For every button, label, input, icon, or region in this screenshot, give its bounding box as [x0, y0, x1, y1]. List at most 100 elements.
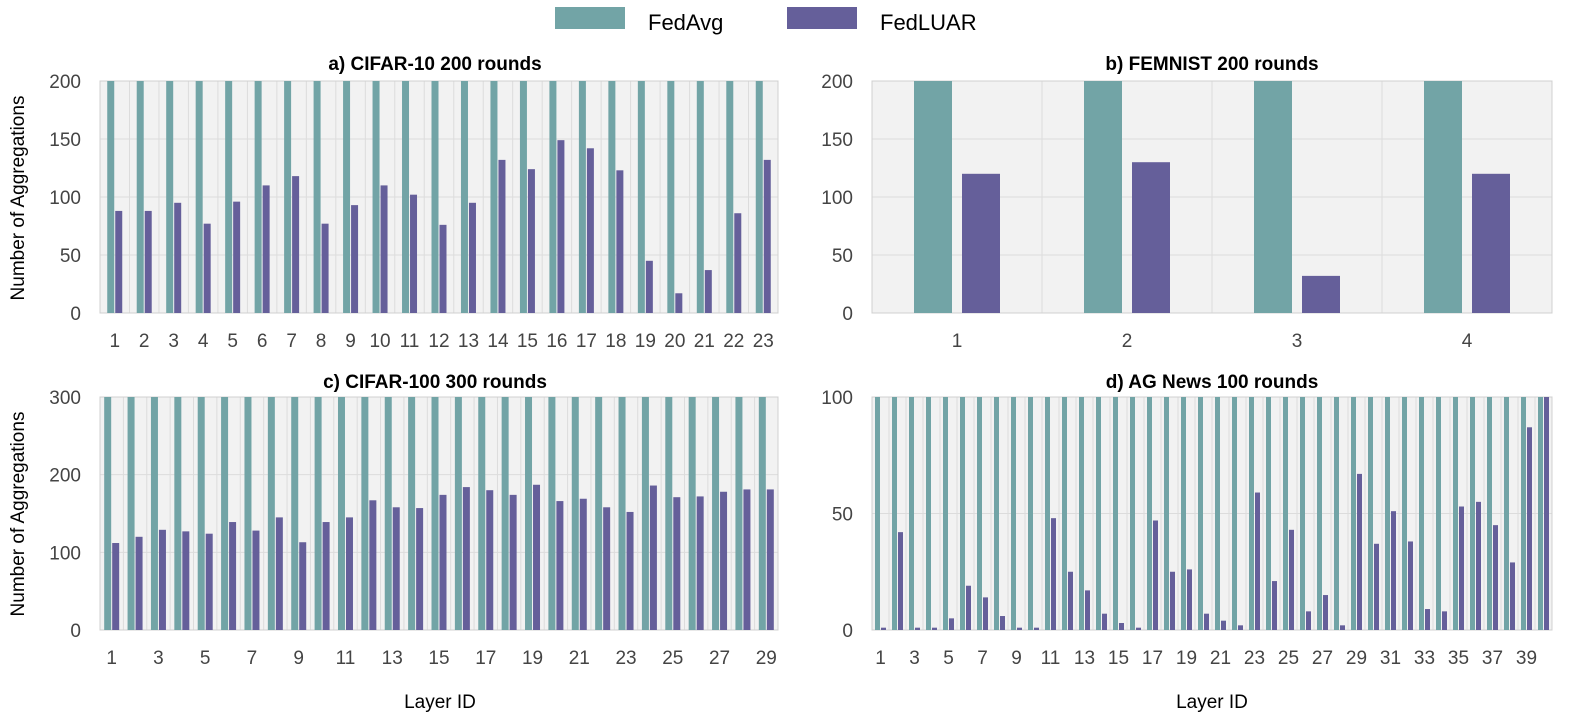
x-tick-label: 11 — [336, 648, 356, 669]
x-tick-label: 3 — [1292, 331, 1303, 352]
bar-fedavg-39 — [1521, 397, 1526, 630]
bar-fedluar-16 — [557, 140, 565, 313]
bar-fedavg-13 — [460, 81, 468, 313]
bar-fedluar-9 — [299, 542, 307, 630]
x-tick-label: 23 — [753, 331, 774, 352]
x-tick-label: 13 — [458, 331, 479, 352]
bar-fedavg-10 — [1028, 397, 1033, 630]
bar-fedluar-10 — [1034, 627, 1039, 630]
bar-fedluar-1 — [962, 173, 1000, 313]
bar-fedavg-21 — [1215, 397, 1220, 630]
x-tick-label: 19 — [1176, 648, 1197, 669]
bar-fedavg-7 — [284, 81, 292, 313]
bar-fedavg-34 — [1436, 397, 1441, 630]
bar-fedluar-30 — [1374, 543, 1379, 630]
bar-fedluar-13 — [468, 202, 476, 313]
bar-fedavg-25 — [1283, 397, 1288, 630]
bar-fedavg-3 — [909, 397, 914, 630]
bar-fedluar-29 — [1357, 473, 1362, 630]
bar-fedluar-28 — [743, 489, 751, 630]
bar-fedavg-2 — [127, 397, 135, 630]
x-tick-label: 13 — [1074, 648, 1095, 669]
bar-fedavg-14 — [490, 81, 498, 313]
bar-fedavg-32 — [1402, 397, 1407, 630]
bar-fedluar-3 — [1302, 275, 1340, 313]
x-tick-label: 5 — [227, 331, 238, 352]
plot-border — [871, 80, 1553, 314]
bar-fedavg-17 — [1147, 397, 1152, 630]
y-tick-label: 0 — [842, 304, 853, 325]
bar-fedluar-20 — [556, 501, 564, 630]
bar-fedavg-8 — [267, 397, 275, 630]
y-tick-label: 200 — [49, 466, 81, 487]
bar-fedavg-15 — [431, 397, 439, 630]
bar-fedavg-21 — [696, 81, 704, 313]
bar-fedavg-31 — [1385, 397, 1390, 630]
y-tick-label: 150 — [821, 130, 853, 151]
bar-fedluar-26 — [696, 496, 704, 630]
y-tick-label: 50 — [832, 505, 853, 526]
bar-fedluar-9 — [1017, 627, 1022, 630]
y-axis-label-top: Number of Aggregations — [8, 96, 29, 301]
bar-fedavg-19 — [637, 81, 645, 313]
x-tick-label: 3 — [153, 648, 164, 669]
y-tick-label: 200 — [821, 72, 853, 93]
x-tick-label: 33 — [1414, 648, 1435, 669]
bar-fedavg-35 — [1453, 397, 1458, 630]
legend-label-fedavg: FedAvg — [648, 10, 723, 35]
bar-fedluar-19 — [645, 260, 653, 313]
x-axis-label-right: Layer ID — [1176, 692, 1248, 713]
bar-fedavg-24 — [641, 397, 649, 630]
bar-fedluar-20 — [1204, 613, 1209, 630]
x-tick-label: 29 — [1346, 648, 1367, 669]
bar-fedavg-13 — [1079, 397, 1084, 630]
bar-fedluar-1 — [881, 627, 886, 630]
bar-fedavg-22 — [595, 397, 603, 630]
chart-title: c) CIFAR-100 300 rounds — [323, 372, 547, 393]
bar-fedavg-1 — [875, 397, 880, 630]
bar-fedavg-12 — [431, 81, 439, 313]
bar-fedluar-5 — [233, 201, 241, 313]
bar-fedluar-7 — [292, 176, 300, 313]
bar-fedluar-21 — [704, 270, 712, 313]
bar-fedluar-18 — [1170, 571, 1175, 630]
bar-fedavg-4 — [926, 397, 931, 630]
plot-background — [100, 397, 778, 630]
x-tick-label: 13 — [382, 648, 403, 669]
bar-fedluar-40 — [1544, 397, 1549, 630]
bar-fedavg-21 — [571, 397, 579, 630]
bar-fedavg-16 — [1130, 397, 1135, 630]
bar-fedavg-9 — [291, 397, 299, 630]
bar-fedavg-1 — [104, 397, 112, 630]
bar-fedavg-37 — [1487, 397, 1492, 630]
bar-fedluar-6 — [966, 585, 971, 630]
bar-fedluar-39 — [1527, 427, 1532, 630]
bar-fedluar-16 — [1136, 627, 1141, 630]
bar-fedluar-23 — [763, 159, 771, 313]
bar-fedluar-3 — [158, 529, 166, 630]
x-tick-label: 27 — [709, 648, 730, 669]
bar-fedavg-2 — [136, 81, 144, 313]
bar-fedavg-28 — [1334, 397, 1339, 630]
bar-fedavg-18 — [608, 81, 616, 313]
bar-fedluar-14 — [1102, 613, 1107, 630]
x-tick-label: 20 — [664, 331, 685, 352]
bar-fedavg-29 — [758, 397, 766, 630]
bar-fedluar-2 — [144, 210, 152, 313]
bar-fedluar-10 — [322, 522, 330, 630]
bar-fedavg-3 — [166, 81, 174, 313]
x-tick-label: 1 — [109, 331, 120, 352]
y-tick-label: 150 — [49, 130, 81, 151]
bar-fedluar-21 — [579, 498, 587, 630]
chart-title: a) CIFAR-10 200 rounds — [328, 54, 541, 75]
bar-fedluar-14 — [416, 508, 424, 630]
x-tick-label: 19 — [522, 648, 543, 669]
bar-fedavg-19 — [1181, 397, 1186, 630]
bar-fedluar-14 — [498, 159, 506, 313]
x-tick-label: 6 — [257, 331, 268, 352]
bar-fedluar-23 — [626, 511, 634, 630]
panel-femnist: 0 50 100 150 200 1 2 3 4 b) FEMNIST 200 rounds — [821, 54, 1553, 352]
x-tick-label: 29 — [756, 648, 777, 669]
